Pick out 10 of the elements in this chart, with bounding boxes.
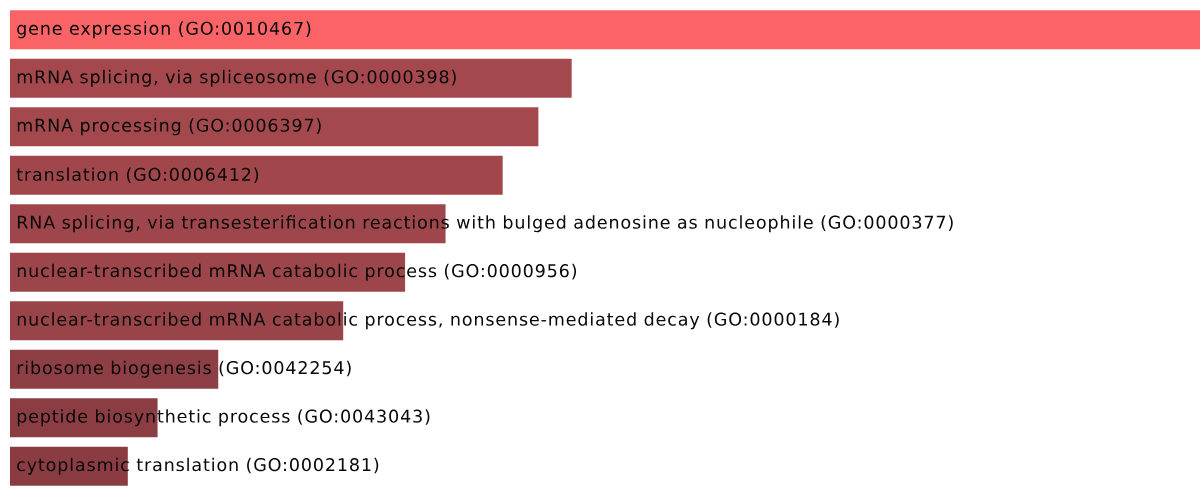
bar [10,349,219,389]
bar [10,107,539,147]
y-tick-label: translation (GO:0006412) [16,167,259,184]
bar [10,155,503,195]
y-tick-label: mRNA splicing, via spliceosome (GO:0000398) [17,69,456,87]
bar [10,10,1200,50]
y-tick-label: gene expression (GO:0010467) [17,21,311,39]
y-tick-label: mRNA processing (GO:0006397) [17,118,321,136]
y-tick-label: ribosome biogenesis (GO:0042254) [17,360,351,378]
bar [10,58,572,98]
